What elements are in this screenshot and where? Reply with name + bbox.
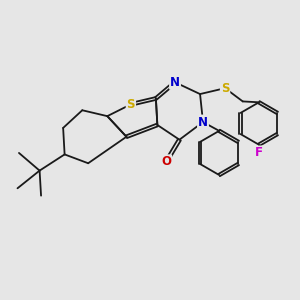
Text: S: S (221, 82, 229, 95)
Text: O: O (161, 155, 171, 168)
Text: S: S (127, 98, 135, 111)
Text: N: N (198, 116, 208, 128)
Text: F: F (255, 146, 263, 159)
Text: N: N (170, 76, 180, 89)
